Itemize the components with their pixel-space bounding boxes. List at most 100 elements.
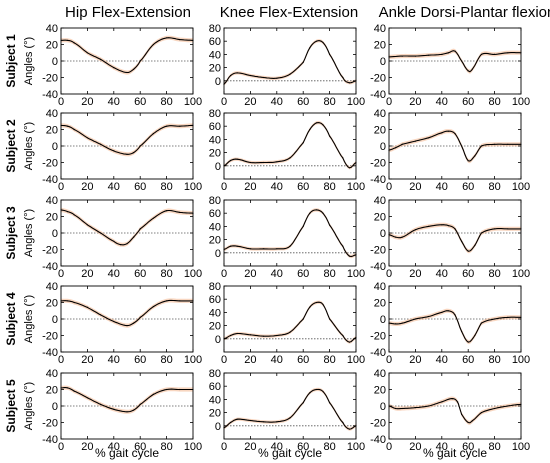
- data-point: [467, 341, 469, 343]
- x-tick-label: 100: [347, 96, 365, 108]
- y-tick-label: 40: [374, 195, 386, 207]
- data-point: [329, 224, 331, 226]
- x-tick-label: 100: [347, 268, 365, 280]
- data-point: [494, 228, 496, 230]
- x-tick-label: 0: [386, 441, 392, 453]
- data-point: [113, 240, 115, 242]
- x-tick-label: 80: [488, 181, 500, 193]
- y-tick-label: -40: [370, 174, 386, 186]
- y-tick-label: 40: [209, 394, 221, 406]
- x-tick-label: 20: [409, 354, 421, 366]
- x-tick-label: 20: [244, 441, 256, 453]
- y-tick-label: 40: [209, 307, 221, 319]
- data-point: [322, 390, 324, 393]
- data-point: [480, 145, 482, 147]
- y-tick-label: -40: [42, 434, 58, 446]
- data-point: [126, 243, 128, 245]
- data-point: [302, 225, 304, 227]
- y-tick-label: 20: [374, 385, 386, 397]
- x-tick-label: 100: [512, 441, 530, 453]
- x-tick-label: 80: [160, 441, 172, 453]
- data-point: [100, 232, 102, 234]
- data-point: [428, 137, 430, 139]
- data-point: [230, 334, 232, 337]
- data-point: [428, 405, 430, 407]
- data-point: [494, 53, 496, 56]
- y-tick-label: 0: [52, 401, 58, 413]
- data-point: [507, 228, 509, 230]
- data-point: [471, 68, 473, 70]
- data-point: [126, 411, 128, 413]
- data-point: [322, 124, 324, 126]
- x-tick-label: 80: [488, 354, 500, 366]
- data-point: [428, 54, 430, 56]
- x-tick-label: 20: [409, 181, 421, 193]
- data-point: [457, 401, 459, 403]
- y-tick-label: -40: [42, 174, 58, 186]
- x-tick-label: 0: [386, 268, 392, 280]
- data-point: [289, 331, 291, 333]
- data-point: [315, 209, 317, 211]
- data-point: [276, 334, 278, 337]
- x-tick-label: 60: [462, 268, 474, 280]
- series-line: [60, 209, 194, 246]
- row-label-subject-3: Subject 3: [4, 206, 18, 260]
- data-point: [441, 53, 443, 56]
- data-point: [348, 341, 350, 343]
- x-tick-label: 0: [386, 181, 392, 193]
- y-tick-label: -20: [42, 73, 58, 85]
- data-point: [395, 236, 397, 238]
- x-tick-label: 0: [58, 268, 64, 280]
- data-point: [342, 245, 344, 247]
- x-tick-label: 100: [347, 441, 365, 453]
- series-band: [389, 396, 521, 425]
- data-point: [263, 161, 265, 164]
- x-tick-label: 40: [436, 441, 448, 453]
- series-line: [223, 122, 357, 169]
- series-band: [224, 120, 356, 170]
- data-point: [100, 403, 102, 405]
- x-tick-label: 80: [160, 181, 172, 193]
- data-point: [302, 402, 304, 404]
- data-point: [302, 61, 304, 63]
- x-tick-label: 0: [221, 96, 227, 108]
- series-band: [61, 385, 193, 414]
- data-point: [329, 402, 331, 404]
- data-point: [441, 132, 443, 134]
- y-tick-label: 40: [374, 368, 386, 380]
- x-tick-label: 60: [297, 354, 309, 366]
- x-tick-label: 0: [58, 96, 64, 108]
- x-tick-label: 100: [347, 354, 365, 366]
- data-point: [401, 55, 403, 57]
- data-point: [454, 133, 456, 135]
- data-point: [348, 167, 350, 169]
- series-line: [60, 299, 193, 327]
- data-point: [401, 236, 403, 238]
- series-band: [61, 35, 193, 75]
- series-line: [60, 37, 194, 74]
- x-tick-label: 100: [347, 181, 365, 193]
- y-tick-label: 0: [52, 56, 58, 68]
- x-tick-label: 0: [58, 181, 64, 193]
- data-point: [322, 303, 324, 306]
- data-point: [126, 153, 128, 155]
- data-point: [507, 143, 509, 145]
- data-point: [67, 387, 69, 389]
- x-tick-label: 40: [436, 268, 448, 280]
- y-tick-label: 20: [209, 408, 221, 420]
- series-band: [389, 222, 521, 254]
- data-point: [179, 300, 181, 302]
- data-point: [249, 334, 251, 336]
- x-tick-label: 40: [271, 96, 283, 108]
- series-band: [61, 123, 193, 157]
- x-tick-label: 100: [184, 268, 202, 280]
- x-axis-labels: % gait cycle % gait cycle % gait cycle: [95, 446, 487, 460]
- y-tick-label: 20: [46, 125, 58, 137]
- data-point: [179, 211, 181, 213]
- y-tick-label: -20: [370, 158, 386, 170]
